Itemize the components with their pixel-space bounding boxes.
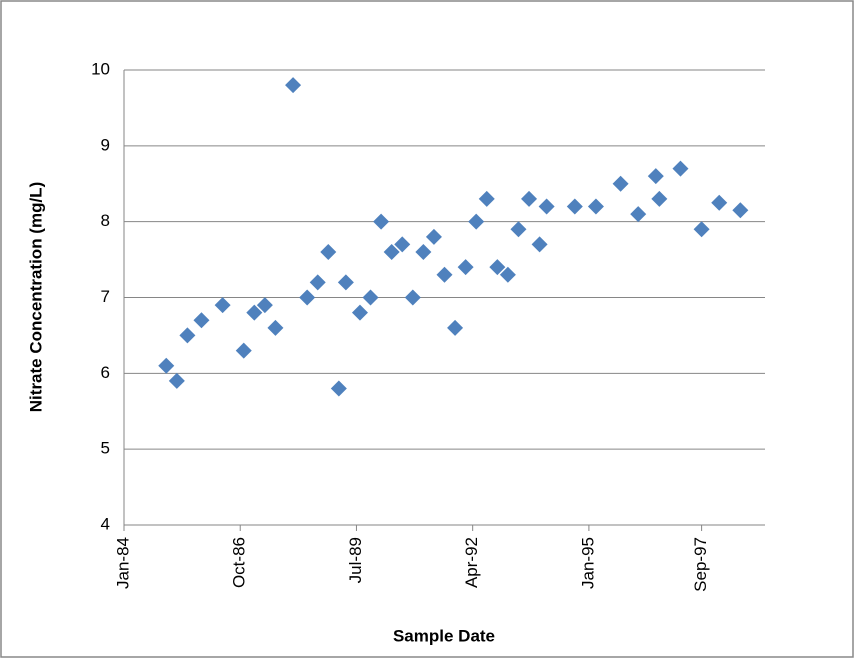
data-point — [179, 327, 196, 344]
data-point — [299, 289, 316, 306]
data-point — [587, 198, 604, 215]
y-axis-title: Nitrate Concentration (mg/L) — [26, 182, 45, 412]
data-point — [320, 244, 337, 260]
y-tick-label: 6 — [101, 363, 110, 382]
data-point — [647, 168, 664, 185]
data-point — [362, 289, 379, 306]
x-tick-label: Jul-89 — [346, 537, 365, 583]
data-point — [158, 357, 175, 374]
data-point — [510, 221, 527, 238]
y-tick-label: 9 — [101, 135, 110, 154]
data-point — [630, 206, 647, 223]
data-point — [499, 266, 516, 283]
data-point — [521, 190, 538, 207]
data-point — [457, 259, 474, 276]
data-point — [309, 274, 326, 291]
data-point — [651, 190, 668, 207]
data-point — [425, 228, 442, 245]
y-tick-label: 5 — [101, 439, 110, 458]
data-point — [246, 304, 263, 321]
y-tick-label: 8 — [101, 211, 110, 230]
data-point — [612, 175, 629, 192]
y-tick-label: 4 — [101, 514, 110, 533]
data-point — [531, 236, 548, 253]
y-tick-label: 7 — [101, 287, 110, 306]
data-point — [489, 259, 506, 276]
data-point — [337, 274, 354, 291]
data-point — [235, 342, 252, 359]
data-point — [404, 289, 421, 306]
data-point — [436, 266, 453, 283]
data-point — [330, 380, 347, 397]
x-tick-label: Apr-92 — [462, 537, 481, 588]
data-point — [285, 77, 302, 94]
data-point — [193, 312, 210, 329]
data-point — [373, 213, 390, 230]
data-point — [214, 297, 231, 314]
data-point — [478, 190, 495, 207]
y-tick-label: 10 — [91, 59, 110, 78]
data-point — [415, 244, 432, 260]
data-point — [711, 194, 728, 211]
data-point — [256, 297, 273, 314]
data-point — [732, 202, 749, 219]
data-point — [394, 236, 411, 253]
data-point — [267, 319, 284, 336]
data-point — [168, 372, 185, 389]
x-tick-label: Jan-95 — [578, 537, 597, 589]
data-point — [672, 160, 689, 177]
x-tick-label: Oct-86 — [230, 537, 249, 588]
x-axis-title: Sample Date — [393, 626, 495, 645]
data-point — [351, 304, 368, 321]
data-point — [693, 221, 710, 238]
data-point — [447, 319, 464, 336]
x-tick-label: Sep-97 — [691, 537, 710, 592]
data-point — [383, 244, 400, 260]
x-tick-label: Jan-84 — [113, 537, 132, 589]
data-point — [566, 198, 583, 215]
data-point — [468, 213, 485, 230]
data-point — [538, 198, 555, 215]
